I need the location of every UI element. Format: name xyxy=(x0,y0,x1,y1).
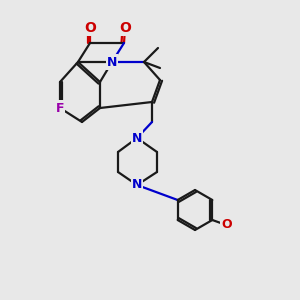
Text: O: O xyxy=(221,218,232,232)
Text: O: O xyxy=(119,21,131,35)
Text: N: N xyxy=(132,131,142,145)
Text: O: O xyxy=(84,21,96,35)
Text: N: N xyxy=(132,178,142,191)
Text: F: F xyxy=(56,101,64,115)
Text: N: N xyxy=(107,56,117,68)
